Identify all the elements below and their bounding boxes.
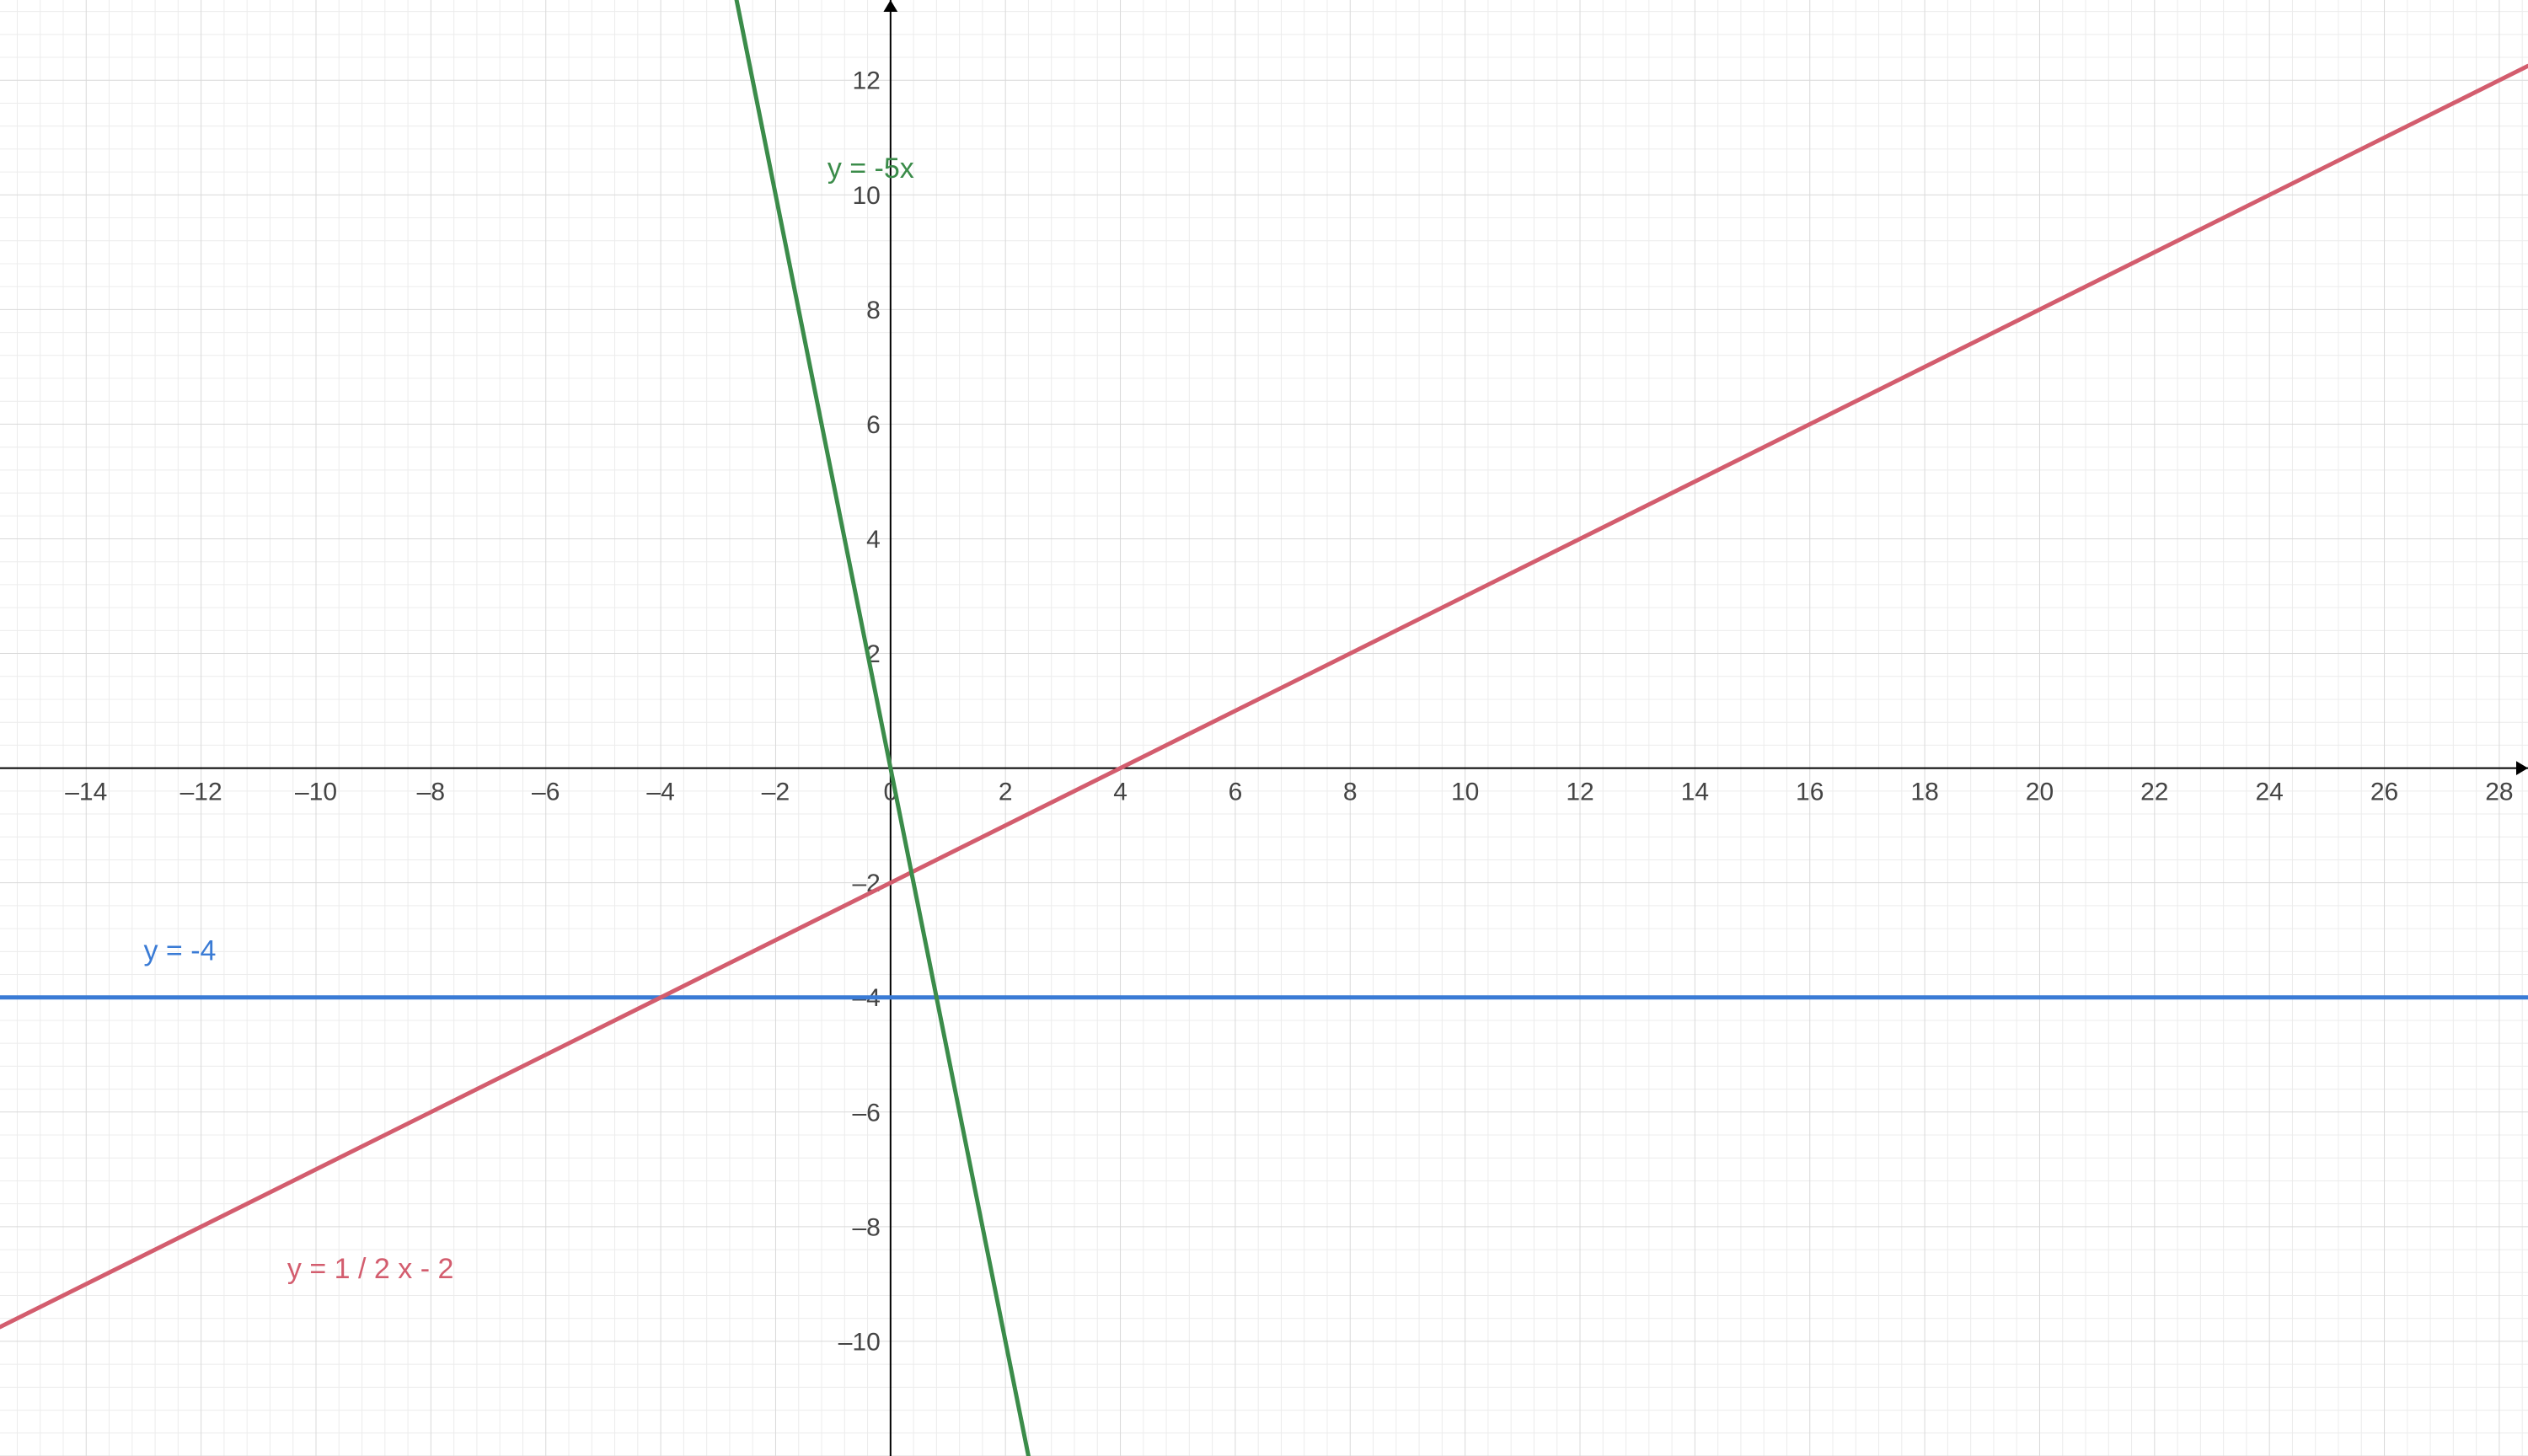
x-tick-label: 16 bbox=[1796, 779, 1824, 806]
y-tick-label: –10 bbox=[838, 1328, 881, 1356]
y-tick-label: –8 bbox=[852, 1213, 880, 1241]
coordinate-plane-chart: –14–12–10–8–6–4–202468101214161820222426… bbox=[0, 0, 2528, 1456]
x-tick-label: 26 bbox=[2370, 779, 2398, 806]
x-tick-label: 14 bbox=[1681, 779, 1709, 806]
y-tick-label: 10 bbox=[852, 182, 880, 210]
x-tick-label: 28 bbox=[2485, 779, 2513, 806]
x-tick-label: –14 bbox=[65, 779, 107, 806]
x-tick-label: –4 bbox=[646, 779, 674, 806]
x-tick-label: 24 bbox=[2255, 779, 2283, 806]
y-tick-label: 8 bbox=[866, 297, 881, 324]
x-tick-label: –10 bbox=[295, 779, 337, 806]
line-blue-label: y = -4 bbox=[143, 935, 216, 967]
x-tick-label: –6 bbox=[532, 779, 560, 806]
y-tick-label: 12 bbox=[852, 67, 880, 95]
x-tick-label: –2 bbox=[762, 779, 790, 806]
x-tick-label: 20 bbox=[2026, 779, 2054, 806]
y-tick-label: 6 bbox=[866, 411, 881, 439]
x-tick-label: –8 bbox=[417, 779, 445, 806]
y-tick-label: 4 bbox=[866, 526, 881, 554]
x-tick-label: –12 bbox=[180, 779, 222, 806]
line-red-label: y = 1 / 2 x - 2 bbox=[287, 1253, 453, 1285]
x-tick-label: 2 bbox=[999, 779, 1013, 806]
x-tick-label: 18 bbox=[1910, 779, 1938, 806]
line-green-label: y = -5x bbox=[827, 153, 914, 185]
x-tick-label: 8 bbox=[1343, 779, 1358, 806]
x-tick-label: 12 bbox=[1566, 779, 1593, 806]
chart-background bbox=[0, 0, 2528, 1456]
y-tick-label: –6 bbox=[852, 1099, 880, 1127]
x-tick-label: 10 bbox=[1451, 779, 1479, 806]
x-tick-label: 22 bbox=[2140, 779, 2168, 806]
x-tick-label: 4 bbox=[1113, 779, 1127, 806]
x-tick-label: 6 bbox=[1229, 779, 1243, 806]
